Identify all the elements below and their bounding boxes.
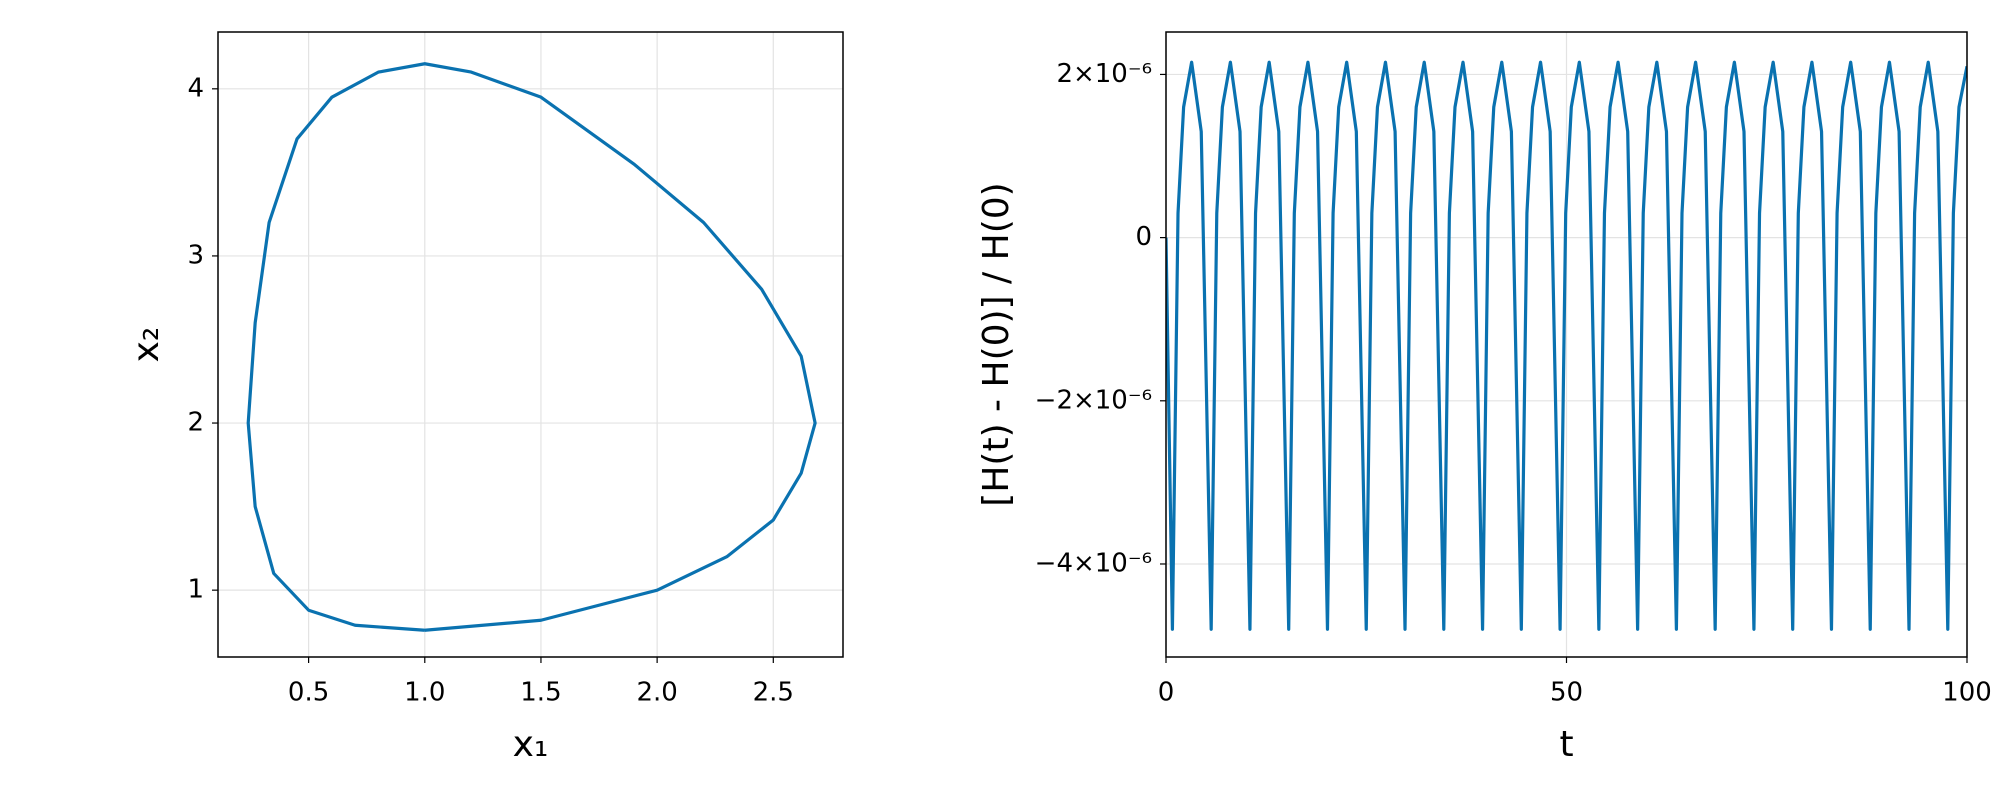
x-tick-label: 1.5 [520,678,561,708]
x-tick-label: 0 [1158,678,1175,708]
plot-area [1166,60,1967,631]
plot-area [246,62,817,632]
axes-frame [217,31,844,658]
x-axis-label: x₁ [513,724,549,765]
y-axis-label: x₂ [126,327,167,363]
x-tick-label: 2.0 [636,678,677,708]
y-axis-label: [H(t) - H(0)] / H(0) [976,182,1017,506]
x-tick-label: 2.5 [753,678,794,708]
y-tick-label: 2 [187,408,204,438]
axes-frame [1165,31,1968,658]
x-tick-label: 50 [1550,678,1583,708]
x-axis-label: t [1559,724,1573,765]
y-tick-label: 4 [187,73,204,103]
y-tick-label: −2×10⁻⁶ [1035,385,1152,415]
y-tick-label: 1 [187,575,204,605]
y-tick-label: 0 [1135,222,1152,252]
y-tick-label: 2×10⁻⁶ [1056,59,1152,89]
x-tick-label: 1.0 [404,678,445,708]
data-line [1166,60,1967,631]
y-tick-label: −4×10⁻⁶ [1035,548,1152,578]
x-tick-label: 100 [1942,678,1992,708]
data-line [246,62,817,632]
y-tick-label: 3 [187,240,204,270]
x-tick-label: 0.5 [288,678,329,708]
